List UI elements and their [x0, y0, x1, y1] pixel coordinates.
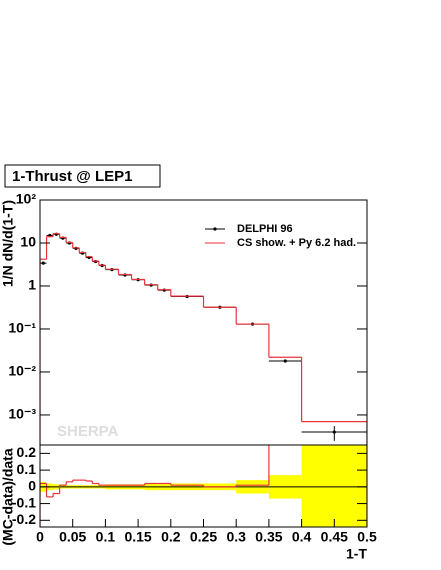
watermark: SHERPA: [57, 423, 119, 440]
ratio-y-axis-label: (MC-data)/data: [0, 448, 16, 545]
y-tick-label: -0.1: [12, 494, 36, 510]
ratio-plot: [40, 445, 367, 527]
y-axis-label: 1/N dN/d(1-T): [0, 200, 16, 287]
data-point: [332, 430, 336, 434]
chart-title: 1-Thrust @ LEP1: [12, 168, 132, 185]
x-tick-label: 0: [36, 529, 44, 545]
y-tick-label: 0.1: [17, 461, 37, 477]
y-tick-label: 10⁻²: [8, 363, 36, 379]
data-point: [283, 359, 287, 363]
x-tick-label: 0.15: [124, 529, 151, 545]
y-tick-label: 0.2: [17, 444, 37, 460]
x-tick-label: 0.05: [59, 529, 86, 545]
y-tick-label: 0: [28, 478, 36, 494]
x-tick-label: 0.4: [292, 529, 312, 545]
x-tick-label: 0.25: [190, 529, 217, 545]
axes: 10² 10 1 10⁻¹ 10⁻² 10⁻³ DELPHI 96 CS show. + Py…: [8, 191, 377, 545]
x-axis-label: 1-T: [346, 546, 367, 562]
y-tick-label: 10²: [16, 191, 37, 207]
x-tick-label: 0.2: [161, 529, 181, 545]
legend-label: CS show. + Py 6.2 had.: [237, 237, 356, 249]
y-tick-label: 10: [20, 234, 36, 250]
y-tick-label: 1: [28, 277, 36, 293]
y-tick-label: 10⁻³: [8, 406, 36, 422]
x-tick-label: 0.5: [357, 529, 377, 545]
legend-label: DELPHI 96: [237, 223, 293, 235]
x-tick-label: 0.45: [321, 529, 348, 545]
title-box: [4, 164, 161, 188]
legend-marker: [213, 227, 217, 231]
x-tick-label: 0.3: [226, 529, 246, 545]
y-tick-label: 10⁻¹: [8, 320, 36, 336]
uncertainty-band: [301, 445, 367, 527]
x-tick-label: 0.35: [255, 529, 282, 545]
y-tick-label: -0.2: [12, 511, 36, 527]
x-tick-label: 0.1: [96, 529, 116, 545]
data-point: [41, 261, 45, 265]
main-plot: [40, 232, 367, 445]
